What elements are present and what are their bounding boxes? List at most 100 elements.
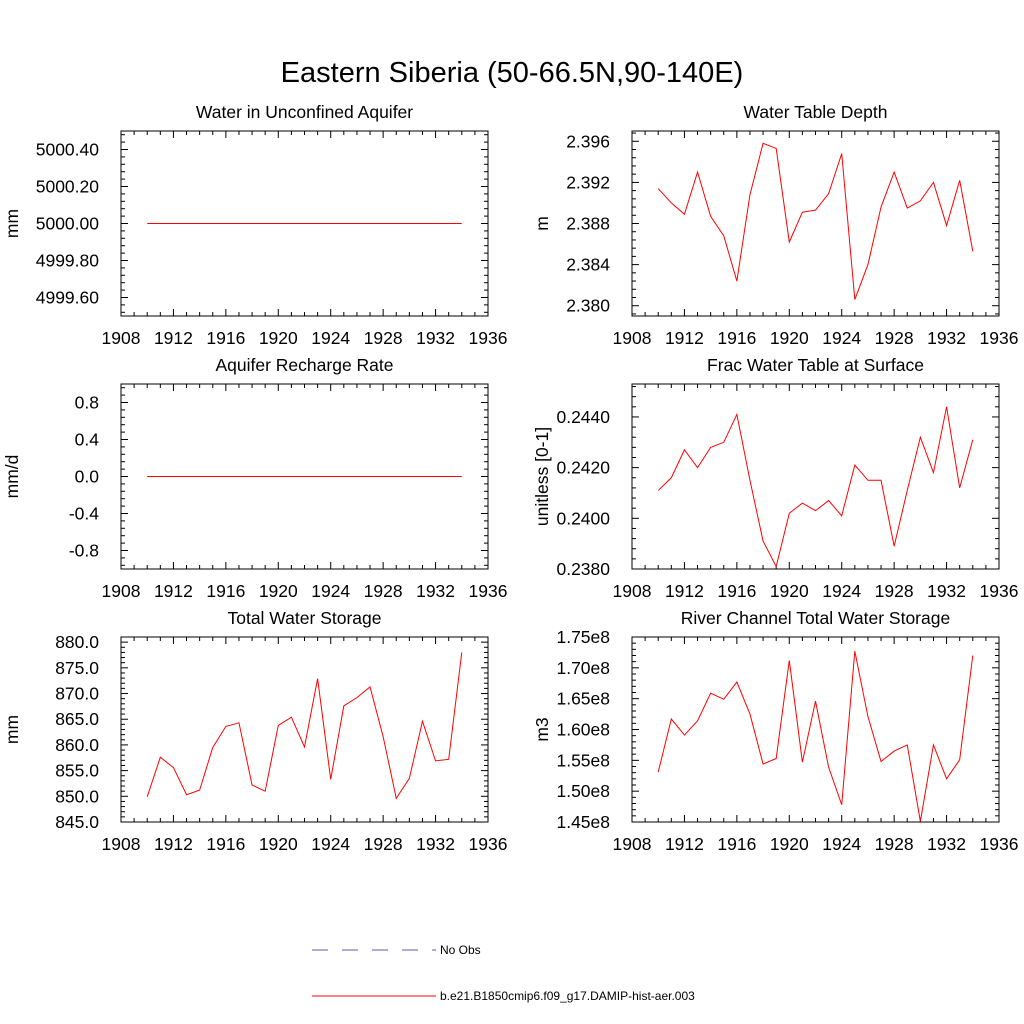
x-tick-label: 1908 (613, 834, 652, 854)
panel-title-frac-water-table: Frac Water Table at Surface (707, 355, 924, 375)
y-tick-label: 2.388 (566, 214, 610, 234)
x-tick-label: 1924 (822, 834, 861, 854)
y-tick-label: 1.50e8 (556, 781, 610, 801)
y-tick-label: 880.0 (55, 632, 99, 652)
panel-title-water-table-depth: Water Table Depth (744, 102, 888, 122)
x-tick-label: 1916 (717, 834, 756, 854)
y-tick-label: 5000.20 (36, 177, 100, 197)
x-tick-label: 1928 (364, 834, 403, 854)
x-tick-label: 1908 (613, 581, 652, 601)
panel-title-aquifer-recharge: Aquifer Recharge Rate (215, 355, 393, 375)
y-axis-label-frac-water-table: unitless [0-1] (532, 427, 552, 526)
x-tick-label: 1924 (311, 581, 350, 601)
y-tick-label: 1.45e8 (556, 812, 610, 832)
x-tick-label: 1924 (822, 328, 861, 348)
x-tick-label: 1908 (102, 581, 141, 601)
x-tick-label: 1932 (927, 581, 966, 601)
y-tick-label: 5000.00 (36, 214, 100, 234)
y-tick-label: 845.0 (55, 812, 99, 832)
x-tick-label: 1908 (102, 834, 141, 854)
y-tick-label: 4999.60 (36, 288, 100, 308)
x-tick-label: 1912 (665, 328, 704, 348)
y-tick-label: 1.75e8 (556, 627, 610, 647)
y-tick-label: 865.0 (55, 709, 99, 729)
x-tick-label: 1912 (665, 581, 704, 601)
x-tick-label: 1916 (206, 834, 245, 854)
figure-title: Eastern Siberia (50-66.5N,90-140E) (281, 57, 744, 89)
y-axis-label-water-table-depth: m (532, 216, 552, 231)
x-tick-label: 1932 (416, 328, 455, 348)
legend-label-model-run: b.e21.B1850cmip6.f09_g17.DAMIP-hist-aer.… (440, 989, 695, 1003)
x-tick-label: 1924 (311, 328, 350, 348)
x-tick-label: 1912 (154, 834, 193, 854)
y-tick-label: 2.380 (566, 296, 610, 316)
y-tick-label: 0.0 (75, 467, 100, 487)
plot-frame-frac-water-table (631, 383, 1000, 570)
y-tick-label: 4999.80 (36, 251, 100, 271)
x-tick-label: 1924 (822, 581, 861, 601)
y-tick-label: 1.65e8 (556, 689, 610, 709)
y-tick-label: 2.392 (566, 172, 610, 192)
x-tick-label: 1916 (717, 581, 756, 601)
y-tick-label: 0.8 (75, 393, 99, 413)
x-tick-label: 1920 (770, 581, 809, 601)
y-tick-label: 875.0 (55, 658, 99, 678)
x-tick-label: 1924 (311, 834, 350, 854)
legend: No Obs b.e21.B1850cmip6.f09_g17.DAMIP-hi… (312, 943, 695, 1003)
panel-title-total-water-storage: Total Water Storage (227, 608, 381, 628)
panel-aquifer-water: Water in Unconfined Aquifer mm 1908 1912 191… (2, 102, 507, 348)
y-axis-label-aquifer-recharge: mm/d (2, 455, 22, 499)
x-tick-label: 1920 (770, 834, 809, 854)
x-tick-label: 1928 (875, 581, 914, 601)
y-tick-label: 870.0 (55, 684, 99, 704)
y-tick-label: 0.4 (75, 430, 100, 450)
x-tick-label: 1928 (875, 328, 914, 348)
x-tick-label: 1908 (613, 328, 652, 348)
x-tick-label: 1912 (665, 834, 704, 854)
plot-frame-water-table-depth (631, 130, 1000, 317)
y-tick-label: 1.60e8 (556, 720, 610, 740)
x-tick-label: 1912 (154, 581, 193, 601)
x-tick-label: 1916 (717, 328, 756, 348)
y-tick-label: 0.2380 (556, 559, 610, 579)
series-line-total-water-storage (146, 652, 463, 800)
y-tick-label: 1.55e8 (556, 750, 610, 770)
x-tick-label: 1936 (469, 328, 508, 348)
y-axis-label-river-channel-storage: m3 (532, 717, 552, 741)
x-tick-label: 1928 (875, 834, 914, 854)
x-tick-label: 1936 (469, 834, 508, 854)
panel-frac-water-table: Frac Water Table at Surface unitless [0-1… (532, 355, 1018, 601)
y-tick-label: 860.0 (55, 735, 99, 755)
x-tick-label: 1932 (416, 834, 455, 854)
plot-frame-total-water-storage (120, 636, 489, 823)
panel-aquifer-recharge: Aquifer Recharge Rate mm/d 1908 1912 1916 192… (2, 355, 507, 601)
y-tick-label: 855.0 (55, 761, 99, 781)
y-tick-label: 2.384 (566, 255, 610, 275)
x-tick-label: 1920 (259, 328, 298, 348)
y-tick-label: -0.4 (69, 504, 99, 524)
x-tick-label: 1936 (980, 328, 1019, 348)
x-tick-label: 1916 (206, 581, 245, 601)
y-tick-label: -0.8 (69, 541, 99, 561)
legend-label-no-obs: No Obs (440, 943, 481, 957)
x-tick-label: 1920 (259, 834, 298, 854)
y-axis-label-aquifer-water: mm (2, 209, 22, 238)
y-axis-label-total-water-storage: mm (2, 715, 22, 744)
x-tick-label: 1908 (102, 328, 141, 348)
x-tick-label: 1928 (364, 581, 403, 601)
y-tick-label: 0.2420 (556, 458, 610, 478)
plot-frame-river-channel-storage (631, 636, 1000, 823)
y-tick-label: 0.2440 (556, 407, 610, 427)
y-tick-label: 1.70e8 (556, 658, 610, 678)
x-tick-label: 1932 (927, 834, 966, 854)
series-line-frac-water-table (657, 406, 974, 568)
x-tick-label: 1928 (364, 328, 403, 348)
x-tick-label: 1916 (206, 328, 245, 348)
x-tick-label: 1936 (980, 834, 1019, 854)
x-tick-label: 1932 (416, 581, 455, 601)
panel-title-aquifer-water: Water in Unconfined Aquifer (196, 102, 413, 122)
panel-total-water-storage: Total Water Storage mm 1908 1912 1916 1920 192… (2, 608, 507, 854)
x-tick-label: 1912 (154, 328, 193, 348)
